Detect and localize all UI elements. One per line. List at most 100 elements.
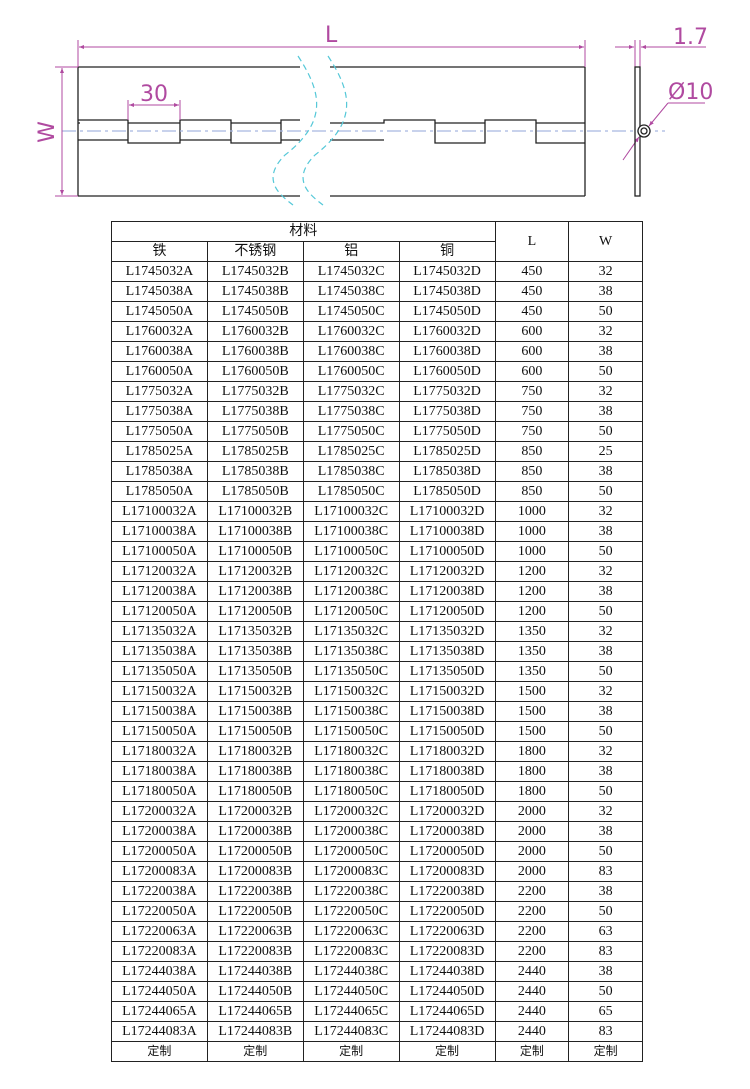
iron-code: L17244065A	[111, 1001, 208, 1022]
iron-code: L17150050A	[111, 721, 208, 742]
material-group-header: 材料	[111, 221, 496, 242]
length-value: 2000	[494, 821, 570, 842]
length-value: 1200	[494, 601, 570, 622]
dim-length-label: L	[325, 23, 338, 48]
copper-code: L17150050D	[398, 721, 496, 742]
copper-code: L1745038D	[398, 281, 496, 302]
width-value: 38	[568, 961, 643, 982]
aluminum-code: L1760038C	[302, 341, 400, 362]
table-row: L17200083A L17200083B L17200083C L17200083D…	[111, 861, 643, 882]
iron-code: L17120032A	[111, 561, 208, 582]
length-value: 850	[494, 461, 570, 482]
width-value: 38	[568, 701, 643, 722]
copper-code: L17100050D	[398, 541, 496, 562]
length-value: 750	[494, 401, 570, 422]
aluminum-code: L17220038C	[302, 881, 400, 902]
dim-knuckle-label: 30	[140, 82, 168, 107]
copper-code: L17244050D	[398, 981, 496, 1002]
width-value: 32	[568, 501, 643, 522]
copper-code: L17150032D	[398, 681, 496, 702]
copper-code: L17135032D	[398, 621, 496, 642]
stainless-code: L1745050B	[206, 301, 304, 322]
iron-code: L1745038A	[111, 281, 208, 302]
stainless-code: L17120038B	[206, 581, 304, 602]
width-value: 50	[568, 541, 643, 562]
width-value: 38	[568, 761, 643, 782]
iron-code: L1760032A	[111, 321, 208, 342]
copper-code: L1760038D	[398, 341, 496, 362]
stainless-code: L1785025B	[206, 441, 304, 462]
table-row: L1760038A L1760038B L1760038C L1760038D 600 3…	[111, 341, 643, 362]
aluminum-code: L17100038C	[302, 521, 400, 542]
width-value: 32	[568, 381, 643, 402]
width-value: 38	[568, 521, 643, 542]
copper-code: L1775050D	[398, 421, 496, 442]
copper-code: L1760032D	[398, 321, 496, 342]
table-row: L17100032A L17100032B L17100032C L17100032D…	[111, 501, 643, 522]
stainless-code: L1745032B	[206, 261, 304, 282]
stainless-code: L17150050B	[206, 721, 304, 742]
copper-code: L17200050D	[398, 841, 496, 862]
stainless-code: L1775050B	[206, 421, 304, 442]
aluminum-code: L1785025C	[302, 441, 400, 462]
length-value: 2000	[494, 801, 570, 822]
table-row: L17220063A L17220063B L17220063C L17220063D…	[111, 921, 643, 942]
aluminum-code: L1760032C	[302, 321, 400, 342]
stainless-code: L17150038B	[206, 701, 304, 722]
width-value: 83	[568, 941, 643, 962]
width-value: 50	[568, 481, 643, 502]
table-body: L1745032A L1745032B L1745032C L1745032D 450 3…	[111, 261, 643, 1062]
header-w: W	[568, 221, 643, 262]
aluminum-code: L17150050C	[302, 721, 400, 742]
aluminum-code: L17200032C	[302, 801, 400, 822]
iron-code: L17200083A	[111, 861, 208, 882]
width-value: 38	[568, 281, 643, 302]
table-row: L1775050A L1775050B L1775050C L1775050D 750 5…	[111, 421, 643, 442]
width-value: 50	[568, 301, 643, 322]
dim-width-label: W	[35, 121, 60, 143]
stainless-code: L1775038B	[206, 401, 304, 422]
width-value: 38	[568, 401, 643, 422]
table-row: L17135032A L17135032B L17135032C L17135032D…	[111, 621, 643, 642]
stainless-code: L17200050B	[206, 841, 304, 862]
width-value: 32	[568, 321, 643, 342]
stainless-code: L1760050B	[206, 361, 304, 382]
table-row: L17244050A L17244050B L17244050C L17244050D…	[111, 981, 643, 1002]
table-row: L17100038A L17100038B L17100038C L17100038D…	[111, 521, 643, 542]
iron-code: L17200032A	[111, 801, 208, 822]
custom-cell: 定制	[206, 1041, 304, 1062]
width-value: 83	[568, 1021, 643, 1042]
aluminum-code: L17244065C	[302, 1001, 400, 1022]
length-value: 600	[494, 321, 570, 342]
aluminum-code: L17244083C	[302, 1021, 400, 1042]
iron-code: L1785025A	[111, 441, 208, 462]
copper-code: L17200032D	[398, 801, 496, 822]
aluminum-code: L17200083C	[302, 861, 400, 882]
aluminum-code: L17120032C	[302, 561, 400, 582]
length-value: 2000	[494, 861, 570, 882]
width-value: 38	[568, 461, 643, 482]
table-row: L17100050A L17100050B L17100050C L17100050D…	[111, 541, 643, 562]
stainless-code: L17180038B	[206, 761, 304, 782]
iron-code: L17200038A	[111, 821, 208, 842]
table-row: L17150038A L17150038B L17150038C L17150038D…	[111, 701, 643, 722]
aluminum-code: L17135032C	[302, 621, 400, 642]
iron-code: L17135032A	[111, 621, 208, 642]
width-value: 32	[568, 261, 643, 282]
copper-code: L17180032D	[398, 741, 496, 762]
stainless-code: L1760038B	[206, 341, 304, 362]
stainless-code: L1745038B	[206, 281, 304, 302]
aluminum-code: L17180032C	[302, 741, 400, 762]
copper-code: L17244038D	[398, 961, 496, 982]
aluminum-code: L17244038C	[302, 961, 400, 982]
length-value: 2000	[494, 841, 570, 862]
copper-code: L17180038D	[398, 761, 496, 782]
custom-cell: 定制	[302, 1041, 400, 1062]
iron-code: L1775032A	[111, 381, 208, 402]
width-value: 50	[568, 361, 643, 382]
stainless-code: L17220038B	[206, 881, 304, 902]
iron-code: L17100050A	[111, 541, 208, 562]
width-value: 63	[568, 921, 643, 942]
dim-thickness-label: 1.7	[673, 25, 708, 50]
aluminum-code: L1745032C	[302, 261, 400, 282]
